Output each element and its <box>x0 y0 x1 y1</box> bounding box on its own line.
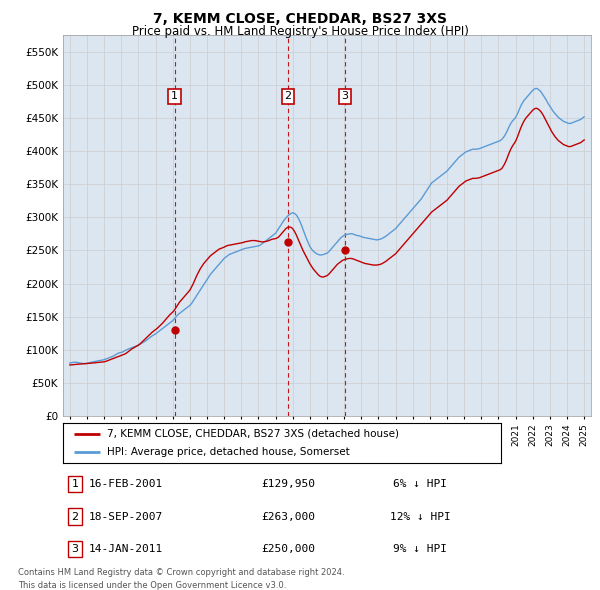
Text: 3: 3 <box>341 91 349 101</box>
Text: 7, KEMM CLOSE, CHEDDAR, BS27 3XS (detached house): 7, KEMM CLOSE, CHEDDAR, BS27 3XS (detach… <box>107 429 399 439</box>
Text: 3: 3 <box>71 544 79 554</box>
Text: £129,950: £129,950 <box>261 479 315 489</box>
Text: 2: 2 <box>284 91 292 101</box>
Text: 9% ↓ HPI: 9% ↓ HPI <box>393 544 447 554</box>
Text: 2: 2 <box>71 512 79 522</box>
Text: £263,000: £263,000 <box>261 512 315 522</box>
Text: Contains HM Land Registry data © Crown copyright and database right 2024.: Contains HM Land Registry data © Crown c… <box>18 568 344 577</box>
Text: 6% ↓ HPI: 6% ↓ HPI <box>393 479 447 489</box>
Text: Price paid vs. HM Land Registry's House Price Index (HPI): Price paid vs. HM Land Registry's House … <box>131 25 469 38</box>
Text: 7, KEMM CLOSE, CHEDDAR, BS27 3XS: 7, KEMM CLOSE, CHEDDAR, BS27 3XS <box>153 12 447 26</box>
Text: £250,000: £250,000 <box>261 544 315 554</box>
Text: HPI: Average price, detached house, Somerset: HPI: Average price, detached house, Some… <box>107 447 350 457</box>
Text: 1: 1 <box>171 91 178 101</box>
Text: 14-JAN-2011: 14-JAN-2011 <box>89 544 163 554</box>
Text: 1: 1 <box>71 479 79 489</box>
Text: 16-FEB-2001: 16-FEB-2001 <box>89 479 163 489</box>
Text: This data is licensed under the Open Government Licence v3.0.: This data is licensed under the Open Gov… <box>18 581 286 590</box>
Text: 18-SEP-2007: 18-SEP-2007 <box>89 512 163 522</box>
Text: 12% ↓ HPI: 12% ↓ HPI <box>389 512 451 522</box>
